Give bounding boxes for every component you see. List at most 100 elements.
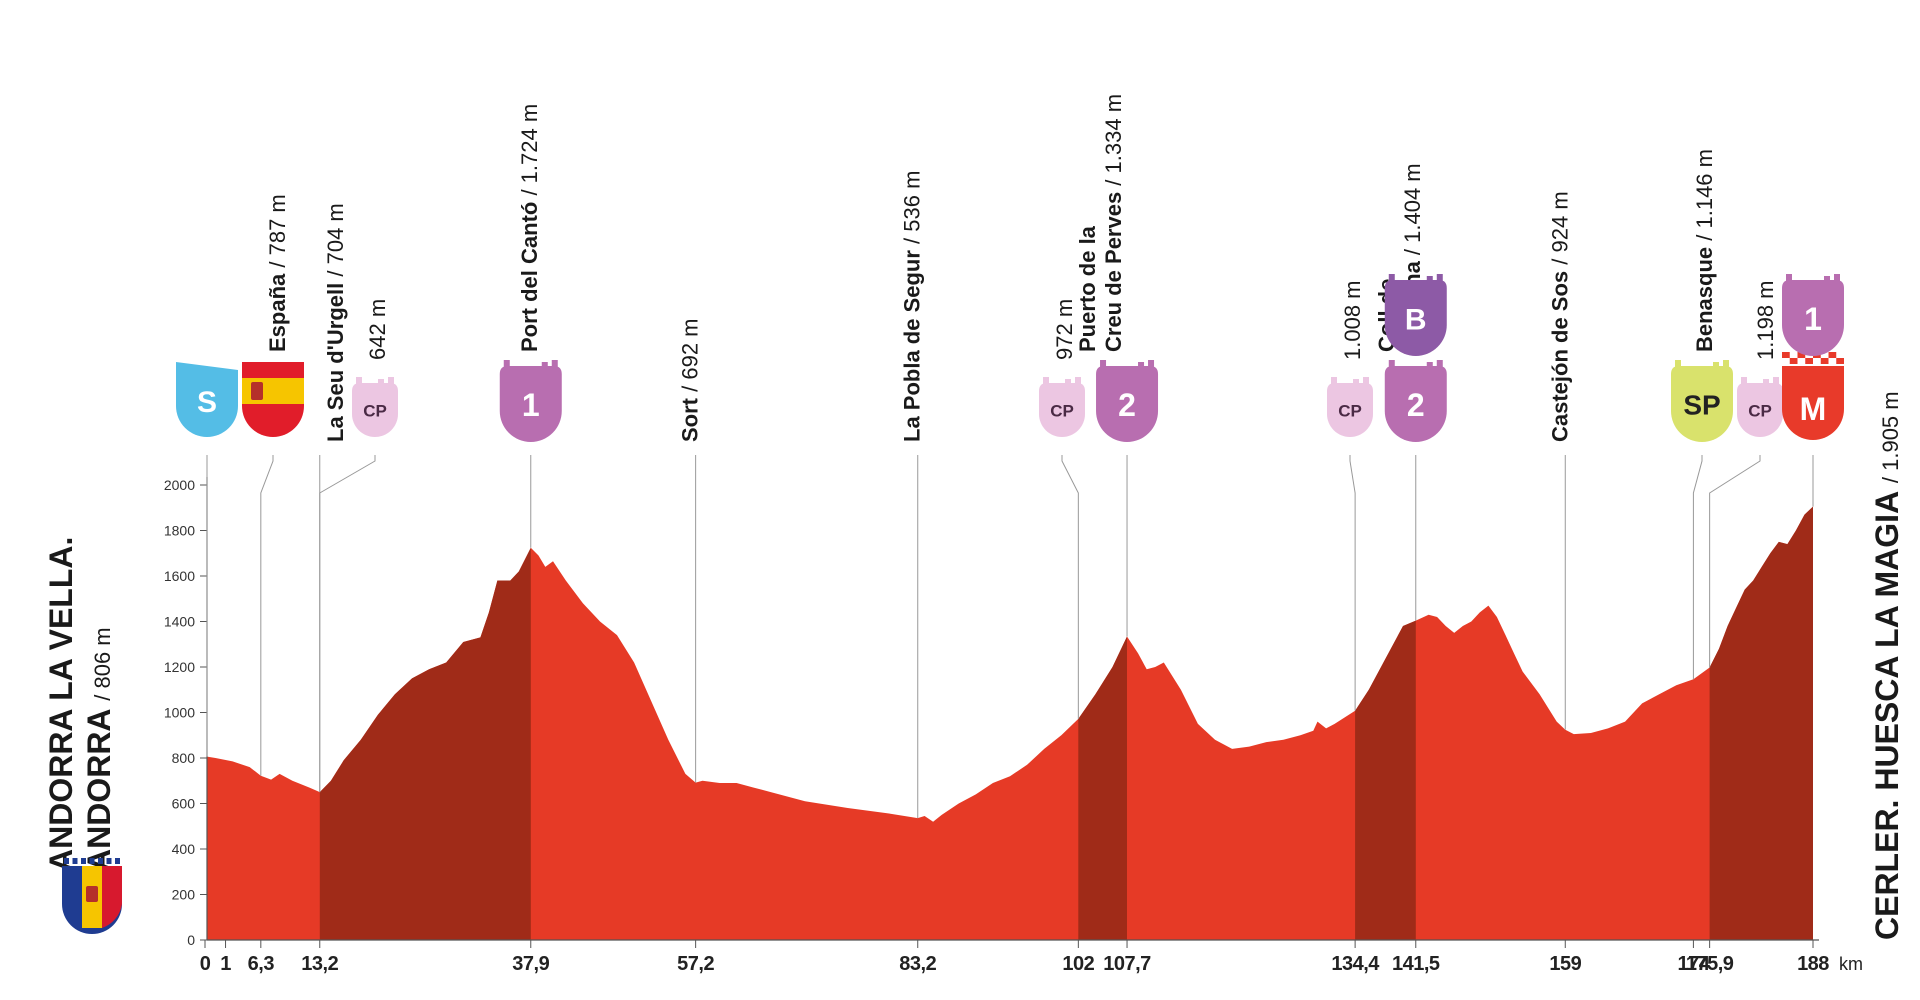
flag-crenel (98, 858, 103, 864)
y-tick-label: 1800 (164, 523, 195, 539)
climb-segment (319, 547, 531, 940)
badge-tab (503, 360, 510, 368)
waypoint-altitude: / 924 m (1547, 191, 1572, 264)
checker-cell (1820, 358, 1829, 364)
badge-tab (1834, 274, 1840, 282)
checker-cell (1797, 352, 1806, 358)
waypoint-name: Port del Cantó (517, 196, 542, 352)
y-tick-label: 1000 (164, 705, 195, 721)
badge-tab (541, 362, 548, 368)
waypoint: Castejón de Sos / 924 m (1547, 191, 1572, 730)
checker-cell (1782, 352, 1790, 358)
badge-label: SP (1683, 390, 1720, 421)
y-tick-label: 1600 (164, 568, 195, 584)
profile-layer (207, 506, 1813, 940)
badge-tab (1741, 377, 1747, 385)
badge-tab (1148, 360, 1155, 368)
badge-tab (1426, 362, 1433, 368)
flag-crenel (72, 858, 78, 864)
waypoint-label: 642 m (365, 299, 390, 360)
badge-tab (378, 379, 384, 385)
cp-badge: CP (1737, 377, 1783, 437)
waypoint: Puerto de laCreu de Perves / 1.334 m (1075, 94, 1128, 637)
waypoint-altitude: / 787 m (265, 194, 290, 267)
y-tick-label: 800 (172, 750, 196, 766)
badge-shape (352, 383, 398, 437)
checker-cell (1836, 358, 1844, 364)
badge-tab (1675, 360, 1681, 368)
waypoint-label: Puerto de laCreu de Perves / 1.334 m (1075, 94, 1126, 352)
waypoint-altitude: / 536 m (900, 171, 925, 244)
climb-segment (1709, 506, 1813, 940)
checker-cell (1789, 358, 1798, 364)
badge-tab (1388, 274, 1395, 282)
y-tick-label: 0 (187, 932, 195, 948)
badge-shape (1782, 280, 1844, 356)
checker-cell (1828, 352, 1837, 358)
badge-tab (1100, 360, 1107, 368)
waypoint-label: Castejón de Sos / 924 m (1547, 191, 1572, 442)
y-axis: 0 200 400 600 800 1000 1200 1400 1600 1800 2000 (164, 477, 208, 948)
waypoint-label: 1.008 m (1340, 281, 1365, 361)
finish-altitude: / 1.905 m (1878, 391, 1903, 483)
cp-badge: CP (1039, 377, 1085, 437)
x-tick-label: 0 (200, 953, 211, 975)
badge-tab (1043, 377, 1049, 385)
badge-label: CP (1748, 401, 1772, 420)
waypoint-altitude: / 704 m (323, 203, 348, 276)
badge-tab (1075, 377, 1081, 385)
x-tick-label: 6,3 (248, 953, 275, 975)
waypoint-name: España (265, 268, 290, 352)
y-tick-label: 400 (172, 841, 196, 857)
badge-shape (1671, 366, 1733, 442)
x-tick-label: 57,2 (677, 953, 714, 975)
waypoint: España / 787 m (260, 194, 290, 776)
waypoint-label: Sort / 692 m (678, 319, 703, 443)
x-tick-label: 1 (220, 953, 231, 975)
badge-shape (1782, 366, 1844, 440)
waypoint-label: España / 787 m (265, 194, 290, 352)
guide-line (1061, 455, 1079, 719)
start-label: ANDORRA LA VELLA.ANDORRA / 806 m (43, 537, 117, 872)
x-tick-label: 159 (1549, 953, 1581, 975)
finish-badge: M (1782, 352, 1844, 440)
flag-red (102, 866, 122, 928)
badge-tab (1824, 276, 1830, 282)
flag-crenel (81, 858, 86, 864)
waypoint: La Pobla de Segur / 536 m (900, 171, 925, 819)
waypoint: La Seu d'Urgell / 704 m (319, 203, 348, 793)
spain-flag-badge (242, 362, 304, 437)
waypoint-name: La Seu d'Urgell (323, 277, 348, 442)
waypoint: Benasque / 1.146 m (1692, 149, 1717, 680)
y-tick-label: 1200 (164, 659, 195, 675)
flag-coat-of-arms (86, 886, 98, 902)
y-tick-label: 600 (172, 796, 196, 812)
x-tick-label: 174 (1677, 953, 1710, 975)
waypoint-text: Benasque / 1.146 m (1692, 149, 1717, 352)
badge-tab (1065, 379, 1071, 385)
waypoint-text: Puerto de laCreu de Perves / 1.334 m (1075, 94, 1126, 352)
x-tick-label: 141,5 (1392, 953, 1440, 975)
andorra-flag-badge (62, 858, 122, 934)
x-tick-label: 175,9 (1686, 953, 1734, 975)
start-town: ANDORRA LA VELLA.ANDORRA / 806 m (43, 537, 117, 872)
guide-line (260, 455, 274, 776)
flag-coat-of-arms (251, 382, 263, 400)
badge-tab (1363, 377, 1369, 385)
badge-label: 1 (522, 387, 540, 423)
guide-line (1349, 455, 1356, 711)
finish-label: CERLER. HUESCA LA MAGIA / 1.905 m (1869, 391, 1905, 940)
waypoint-text: Port del Cantó / 1.724 m (517, 104, 542, 352)
waypoint: 1.008 m (1340, 281, 1365, 711)
waypoint-label: La Seu d'Urgell / 704 m (323, 203, 348, 442)
bonus-badge: B (1384, 274, 1447, 356)
badge-label: 2 (1407, 387, 1425, 423)
badge-tab (1763, 379, 1769, 385)
cp-badge: CP (1327, 377, 1373, 437)
guide-line (1709, 455, 1761, 668)
badge-tab (1723, 360, 1729, 368)
badge-shape (1737, 383, 1783, 437)
flag-crenel (106, 858, 112, 864)
category-badge: 2 (1384, 360, 1447, 442)
